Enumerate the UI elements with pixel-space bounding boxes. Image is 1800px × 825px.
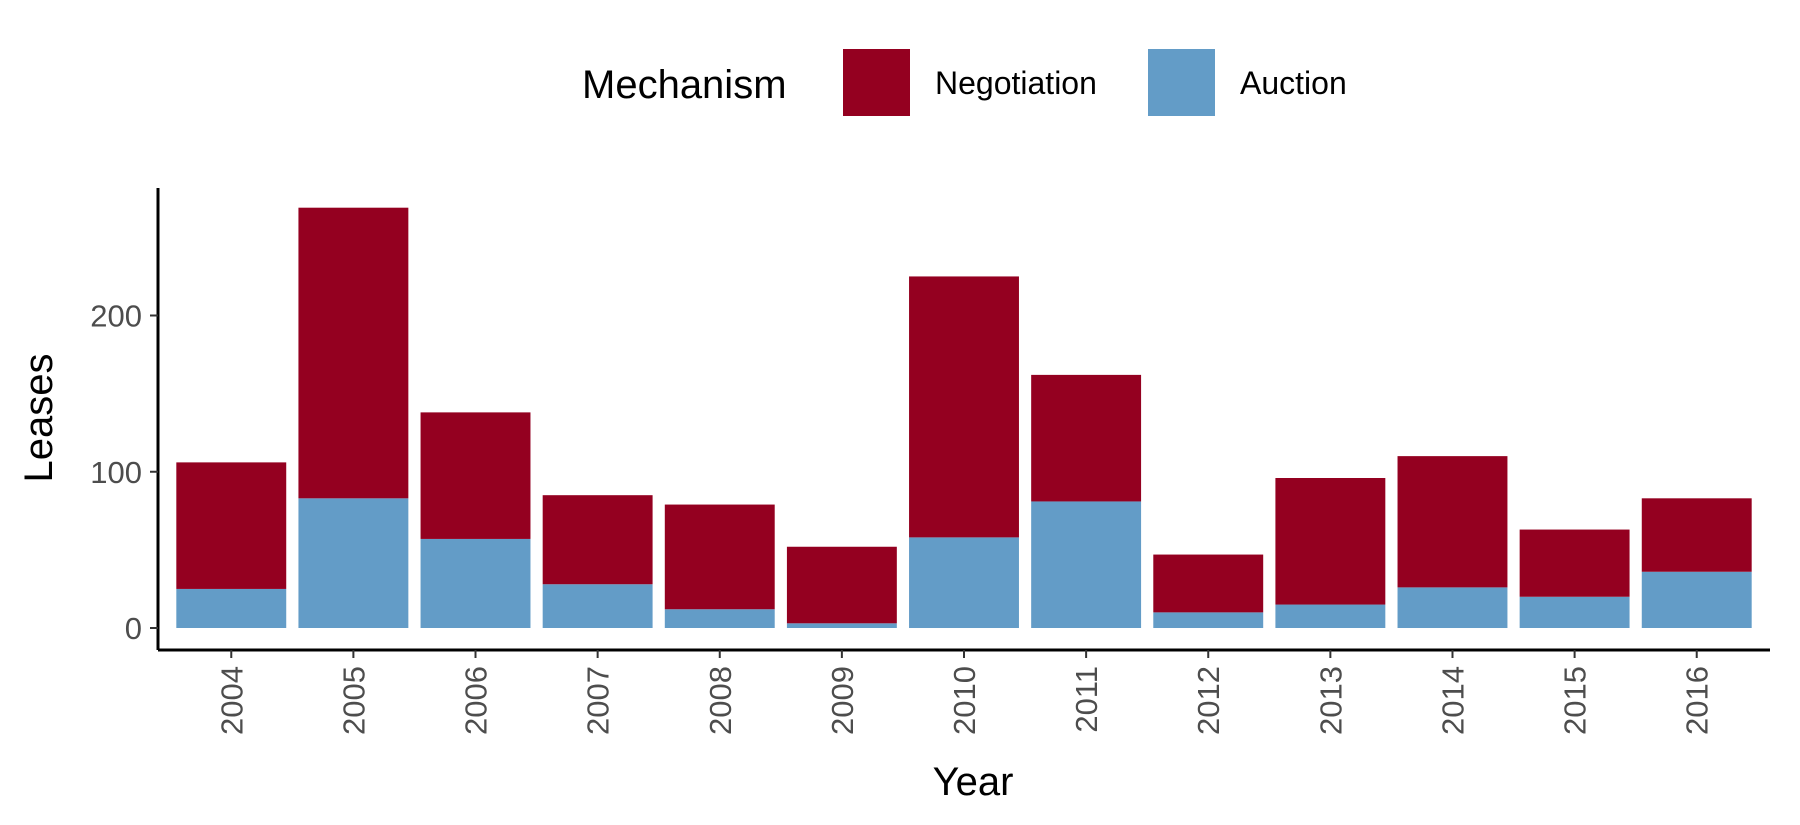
bar-auction-2016: [1641, 571, 1752, 628]
bar-auction-2004: [176, 588, 287, 628]
legend-label-auction: Auction: [1240, 65, 1347, 101]
bar-negotiation-2015: [1519, 529, 1630, 597]
bar-negotiation-2014: [1397, 456, 1508, 588]
bar-negotiation-2006: [420, 412, 531, 539]
bar-auction-2007: [542, 584, 653, 628]
bar-negotiation-2013: [1275, 478, 1386, 605]
legend: Mechanism Negotiation Auction: [582, 49, 1347, 116]
bar-negotiation-2005: [298, 207, 409, 499]
x-tick-label-2016: 2016: [1680, 666, 1715, 735]
x-tick-label-2010: 2010: [947, 666, 982, 735]
x-axis: 2004 2005 2006 2007 2008 2009 2010 2011 2012 2013…: [158, 648, 1770, 735]
bar-auction-2015: [1519, 596, 1630, 628]
bar-auction-2014: [1397, 587, 1508, 629]
x-tick-label-2006: 2006: [459, 666, 494, 735]
x-tick-label-2011: 2011: [1069, 666, 1104, 733]
bar-auction-2013: [1275, 604, 1386, 628]
x-tick-label-2009: 2009: [825, 666, 860, 735]
bar-negotiation-2011: [1031, 374, 1142, 502]
x-tick-label-2012: 2012: [1191, 666, 1226, 735]
x-tick-label-2007: 2007: [581, 666, 616, 735]
bars: [176, 207, 1752, 629]
x-tick-label-2004: 2004: [214, 666, 249, 735]
bar-negotiation-2008: [664, 504, 775, 610]
legend-entries: Negotiation Auction: [843, 49, 1347, 116]
x-axis-title: Year: [933, 760, 1014, 804]
y-axis-title: Leases: [17, 354, 61, 483]
bar-auction-2008: [664, 609, 775, 628]
bar-auction-2006: [420, 538, 531, 628]
bar-negotiation-2004: [176, 462, 287, 589]
legend-key-negotiation: [843, 49, 910, 116]
x-tick-label-2008: 2008: [703, 666, 738, 735]
y-axis: 0 100 200: [90, 188, 160, 650]
bar-auction-2010: [909, 537, 1019, 629]
bar-negotiation-2012: [1153, 554, 1264, 613]
legend-title: Mechanism: [582, 63, 787, 107]
legend-key-auction: [1148, 49, 1215, 116]
bar-negotiation-2009: [786, 546, 897, 624]
bar-auction-2005: [298, 498, 409, 628]
x-tick-label-2014: 2014: [1435, 666, 1470, 735]
x-tick-label-2015: 2015: [1558, 666, 1593, 735]
bar-negotiation-2007: [542, 495, 653, 585]
bar-negotiation-2016: [1641, 498, 1752, 572]
y-tick-label-100: 100: [90, 455, 142, 490]
y-tick-label-200: 200: [90, 299, 142, 334]
y-tick-label-0: 0: [125, 611, 142, 646]
x-tick-label-2013: 2013: [1313, 666, 1348, 735]
bar-auction-2011: [1031, 501, 1142, 628]
bar-auction-2009: [786, 623, 897, 628]
bar-auction-2012: [1153, 612, 1264, 629]
plot-area: 0 100 200 2004 2005 2006 2007 2008 2009 2010 2011…: [90, 188, 1770, 735]
bar-negotiation-2010: [909, 276, 1019, 538]
x-tick-label-2005: 2005: [336, 666, 371, 735]
legend-label-negotiation: Negotiation: [935, 65, 1097, 101]
